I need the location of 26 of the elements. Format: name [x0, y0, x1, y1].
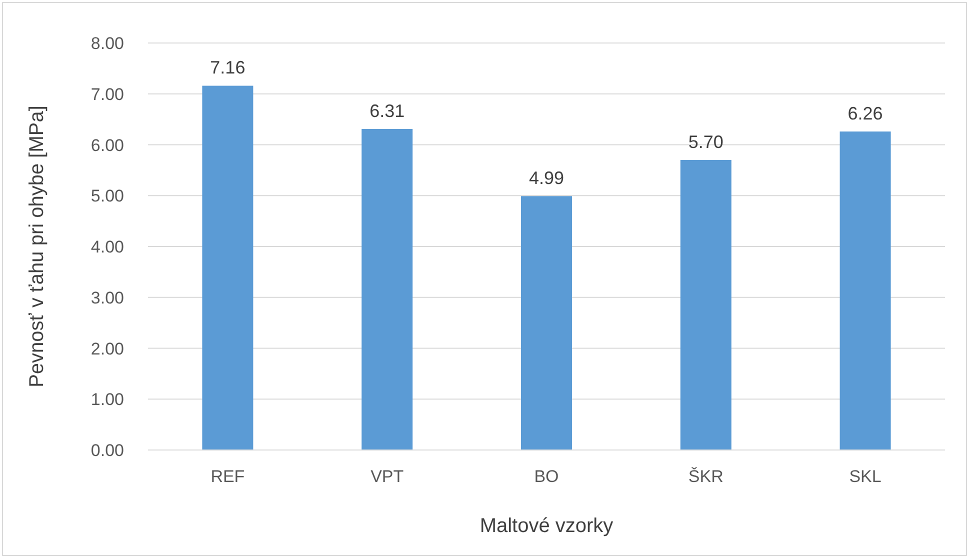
y-tick-label: 6.00 — [90, 136, 124, 155]
bar — [202, 86, 254, 450]
y-tick-label: 7.00 — [90, 84, 124, 104]
y-axis-title: Pevnosť v ťahu pri ohybe [MPa] — [26, 106, 48, 388]
x-tick-label: VPT — [370, 467, 404, 486]
bar — [840, 132, 891, 450]
bar — [680, 160, 732, 450]
y-tick-label: 1.00 — [90, 390, 124, 410]
data-label: 6.26 — [848, 104, 883, 124]
x-tick-label: REF — [210, 467, 245, 486]
x-tick-label: BO — [534, 467, 559, 486]
y-tick-label: 0.00 — [90, 441, 124, 460]
x-tick-label: ŠKR — [688, 467, 724, 486]
data-label: 7.16 — [210, 58, 246, 78]
bar — [520, 196, 572, 450]
bar — [362, 128, 413, 450]
y-tick-label: 4.00 — [90, 238, 124, 257]
x-axis-title: Maltové vzorky — [480, 515, 614, 537]
data-label: 4.99 — [528, 168, 564, 188]
y-tick-label: 3.00 — [90, 288, 124, 308]
y-tick-label: 2.00 — [90, 339, 124, 358]
y-tick-label: 5.00 — [90, 186, 124, 206]
x-tick-label: SKL — [849, 467, 882, 486]
y-tick-label: 8.00 — [90, 34, 124, 54]
data-label: 6.31 — [370, 100, 405, 121]
data-label: 5.70 — [688, 132, 724, 152]
